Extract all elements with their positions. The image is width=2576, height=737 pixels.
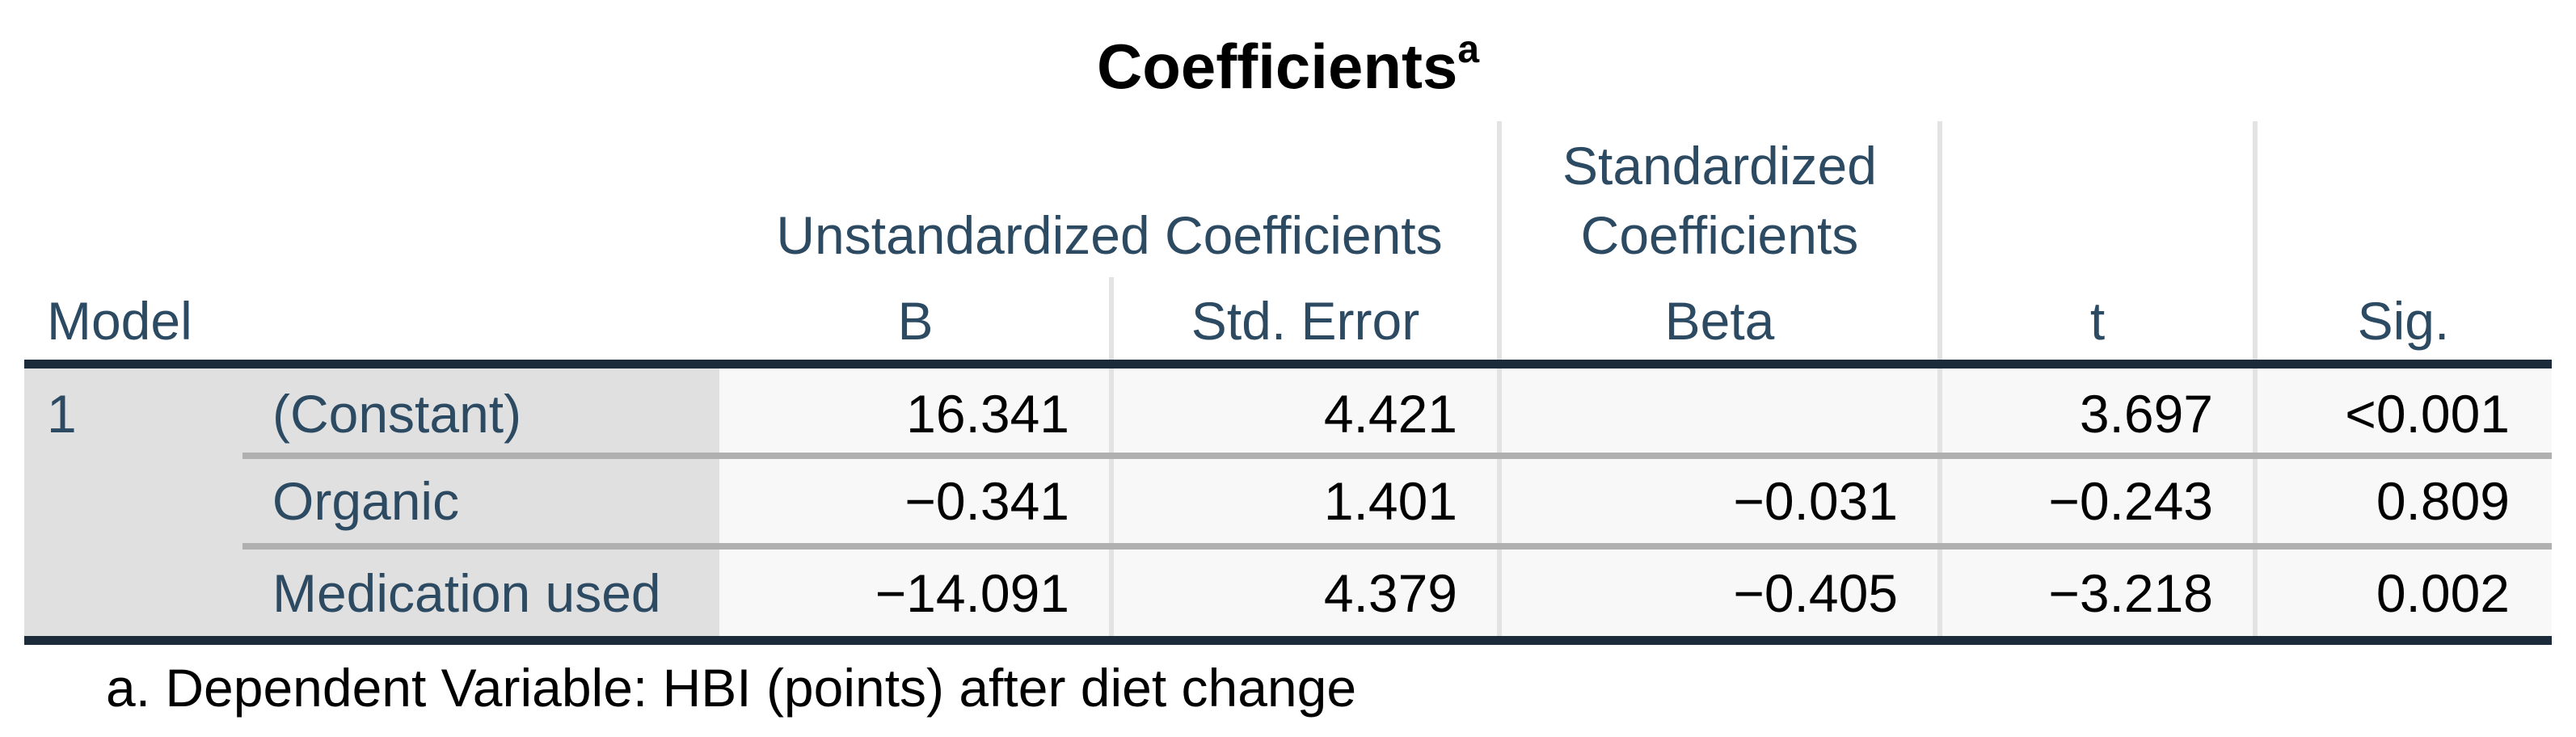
column-header-t: t — [2089, 291, 2106, 351]
column-header-beta: Beta — [1664, 291, 1775, 351]
cell-std-error: 1.401 — [1323, 471, 1457, 531]
row-divider-1 — [242, 453, 2552, 459]
table-title-text: Coefficients — [1096, 31, 1458, 102]
header-rule-stderror-beta — [1497, 121, 1502, 360]
stub-header-model: Model — [47, 291, 192, 351]
cell-sig: <0.001 — [2345, 384, 2510, 444]
body-rule-stderror-beta — [1497, 368, 1502, 636]
cell-t: −3.218 — [2048, 563, 2213, 623]
column-header-b: B — [897, 291, 934, 351]
header-rule-b-stderror — [1109, 277, 1114, 360]
cell-sig: 0.809 — [2376, 471, 2510, 531]
cell-std-error: 4.379 — [1323, 563, 1457, 623]
table-footnote: a. Dependent Variable: HBI (points) afte… — [106, 658, 1357, 718]
cell-sig: 0.002 — [2376, 563, 2510, 623]
cell-beta: −0.405 — [1733, 563, 1898, 623]
cell-b: −0.341 — [904, 471, 1069, 531]
cell-t: −0.243 — [2048, 471, 2213, 531]
body-rule-t-sig — [2253, 368, 2258, 636]
cell-b: −14.091 — [875, 563, 1069, 623]
table-bottom-rule — [24, 636, 2552, 645]
column-header-sig: Sig. — [2357, 291, 2450, 351]
title-footnote-marker: a — [1457, 28, 1480, 71]
header-rule-beta-t — [1937, 121, 1942, 360]
cell-t: 3.697 — [2079, 384, 2213, 444]
column-group-standardized: Standardized Coefficients — [1562, 136, 1877, 265]
data-area-background — [719, 368, 2552, 636]
cell-std-error: 4.421 — [1323, 384, 1457, 444]
header-rule-t-sig — [2253, 121, 2258, 360]
column-group-unstandardized: Unstandardized Coefficients — [776, 205, 1443, 265]
body-rule-beta-t — [1937, 368, 1942, 636]
row-label: Organic — [272, 471, 460, 531]
row-label: Medication used — [272, 563, 661, 623]
cell-beta: −0.031 — [1733, 471, 1898, 531]
row-label: (Constant) — [272, 384, 522, 444]
model-number-cell-background — [24, 368, 242, 636]
row-label-column-background — [242, 368, 719, 636]
body-rule-b-stderror — [1109, 368, 1114, 636]
table-title: Coefficientsa — [24, 10, 2552, 107]
header-bottom-rule — [24, 360, 2552, 368]
model-number: 1 — [47, 384, 77, 444]
row-divider-2 — [242, 543, 2552, 550]
cell-b: 16.341 — [906, 384, 1069, 444]
column-header-std-error: Std. Error — [1191, 291, 1420, 351]
